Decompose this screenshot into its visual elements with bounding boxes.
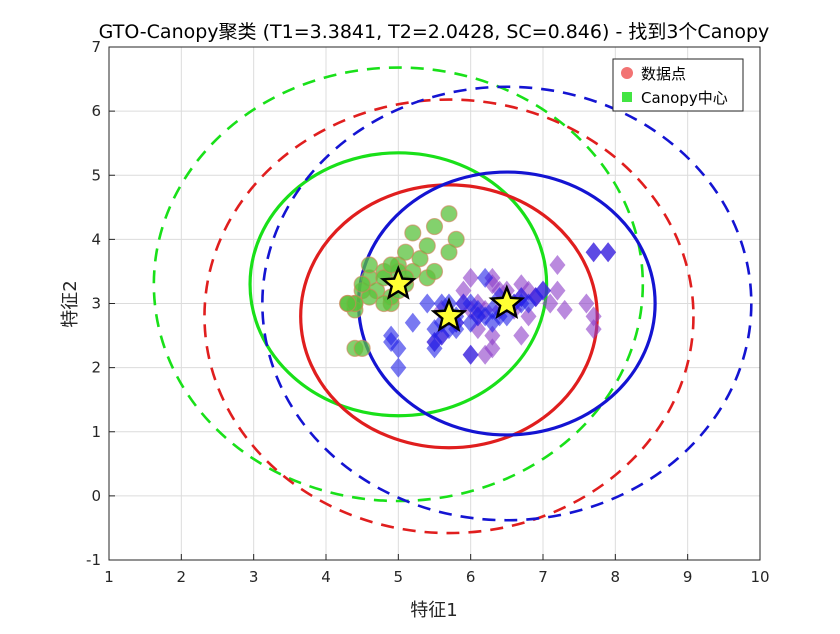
data-point-blue: [535, 280, 551, 301]
y-tick-label: 0: [91, 487, 101, 505]
data-point-green: [447, 230, 465, 248]
data-point-green: [353, 339, 371, 357]
y-tick-label: -1: [86, 551, 101, 569]
data-point-red: [585, 319, 602, 340]
canopy-circles: [152, 66, 753, 535]
data-point-blue: [390, 357, 407, 378]
data-point-red: [556, 299, 573, 320]
data-point-green: [425, 262, 444, 281]
data-point-blue: [600, 242, 617, 263]
data-point-green: [360, 256, 378, 274]
data-point-blue: [462, 293, 479, 314]
x-tick-label: 8: [611, 568, 621, 586]
chart-title: GTO-Canopy聚类 (T1=3.3841, T2=2.0428, SC=0…: [99, 21, 770, 43]
x-tick-label: 3: [249, 568, 259, 586]
x-axis-label: 特征1: [410, 600, 457, 621]
data-point-red: [549, 255, 566, 276]
x-tick-label: 7: [538, 568, 548, 586]
y-tick-label: 5: [91, 166, 101, 184]
x-tick-label: 10: [750, 568, 769, 586]
canopy-center-star-red: [430, 297, 468, 332]
data-point-red: [513, 325, 530, 346]
data-point-blue: [462, 344, 479, 365]
axis-ticks: 1 2 3 4 5 6 7 8 9 10 -1 0 1 2 3 4 5 6 7: [86, 38, 770, 586]
data-point-blue: [383, 325, 400, 346]
data-point-blue: [404, 312, 421, 333]
y-tick-label: 7: [91, 38, 101, 56]
data-point-green: [418, 237, 436, 255]
x-tick-label: 4: [321, 568, 331, 586]
canopy-centers: [379, 265, 526, 332]
data-point-green: [339, 294, 357, 313]
y-tick-label: 3: [91, 295, 101, 313]
canopy-blue-t1-circle: [261, 85, 753, 522]
data-point-red: [477, 344, 494, 365]
legend-label-canopy-center: Canopy中心: [641, 89, 728, 107]
data-point-green: [360, 288, 378, 306]
data-point-red: [455, 280, 472, 301]
canopy-red-t1-circle: [203, 98, 695, 535]
y-tick-label: 1: [91, 423, 101, 441]
canopy-green-t2-circle: [248, 151, 549, 418]
canopy-green-t1-circle: [152, 66, 645, 503]
legend-marker-data-points: [621, 67, 633, 79]
x-tick-label: 6: [466, 568, 476, 586]
data-point-red: [462, 267, 479, 288]
data-point-red: [520, 306, 537, 327]
legend: 数据点 Canopy中心: [612, 58, 744, 112]
x-tick-label: 2: [177, 568, 187, 586]
data-point-red: [578, 293, 595, 314]
canopy-center-star-green: [379, 265, 417, 300]
y-tick-label: 6: [91, 102, 101, 120]
y-tick-label: 4: [91, 230, 101, 248]
legend-box: [612, 58, 744, 112]
y-axis-label: 特征2: [60, 280, 81, 327]
legend-label-data-points: 数据点: [641, 65, 686, 83]
data-point-green: [425, 217, 444, 236]
data-point-green: [440, 243, 458, 261]
data-point-blue: [477, 267, 494, 288]
data-point-blue: [419, 293, 436, 314]
x-tick-label: 1: [104, 568, 114, 586]
canopy-center-star-blue: [488, 284, 526, 320]
data-point-green: [411, 250, 429, 268]
data-point-green: [440, 205, 458, 223]
legend-marker-canopy-center: [622, 92, 632, 102]
x-tick-label: 9: [683, 568, 693, 586]
data-point-green: [375, 294, 393, 313]
data-point-red: [549, 280, 566, 301]
data-point-red: [585, 306, 602, 327]
data-point-red: [542, 293, 559, 314]
x-tick-label: 5: [394, 568, 404, 586]
y-tick-label: 2: [91, 359, 101, 377]
data-point-blue: [426, 331, 443, 352]
data-point-green: [353, 275, 371, 293]
data-point-green: [404, 224, 422, 242]
data-point-red: [484, 325, 501, 346]
data-point-blue: [390, 338, 407, 359]
data-point-blue: [585, 242, 602, 263]
data-point-green: [396, 243, 415, 261]
data-point-green: [382, 256, 400, 274]
data-point-blue: [477, 306, 494, 327]
